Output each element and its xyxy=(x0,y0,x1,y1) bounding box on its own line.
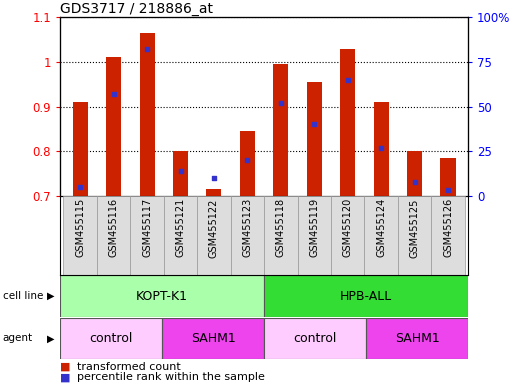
Point xyxy=(109,91,118,97)
Bar xyxy=(407,151,422,196)
Bar xyxy=(173,151,188,196)
Bar xyxy=(140,33,155,196)
Text: ■: ■ xyxy=(60,372,74,382)
Bar xyxy=(366,318,468,359)
Point xyxy=(377,144,385,151)
Bar xyxy=(197,196,231,275)
Text: HPB-ALL: HPB-ALL xyxy=(340,290,392,303)
Text: GSM455122: GSM455122 xyxy=(209,198,219,258)
Point xyxy=(277,100,285,106)
Text: GSM455121: GSM455121 xyxy=(176,198,186,257)
Point xyxy=(444,187,452,194)
Point xyxy=(344,77,352,83)
Text: ▶: ▶ xyxy=(48,333,55,343)
Bar xyxy=(274,64,288,196)
Text: GSM455117: GSM455117 xyxy=(142,198,152,257)
Text: GSM455120: GSM455120 xyxy=(343,198,353,257)
Bar xyxy=(106,58,121,196)
Text: GSM455126: GSM455126 xyxy=(443,198,453,257)
Bar xyxy=(73,102,88,196)
Text: GSM455119: GSM455119 xyxy=(309,198,319,257)
Point xyxy=(243,157,252,163)
Bar xyxy=(60,275,264,317)
Bar xyxy=(264,318,366,359)
Bar xyxy=(240,131,255,196)
Point xyxy=(411,179,419,185)
Text: control: control xyxy=(293,332,337,345)
Text: ▶: ▶ xyxy=(48,291,55,301)
Text: percentile rank within the sample: percentile rank within the sample xyxy=(77,372,265,382)
Point xyxy=(210,175,218,181)
Text: GSM455118: GSM455118 xyxy=(276,198,286,257)
Text: transformed count: transformed count xyxy=(77,362,180,372)
Text: KOPT-K1: KOPT-K1 xyxy=(136,290,188,303)
Bar xyxy=(298,196,331,275)
Point xyxy=(310,121,319,127)
Text: control: control xyxy=(89,332,133,345)
Bar xyxy=(307,82,322,196)
Bar xyxy=(164,196,197,275)
Bar xyxy=(130,196,164,275)
Bar xyxy=(264,196,298,275)
Text: GSM455115: GSM455115 xyxy=(75,198,85,257)
Bar xyxy=(162,318,264,359)
Bar xyxy=(440,158,456,196)
Bar xyxy=(60,318,162,359)
Bar xyxy=(97,196,130,275)
Bar xyxy=(365,196,398,275)
Bar xyxy=(373,102,389,196)
Point xyxy=(176,168,185,174)
Bar xyxy=(340,48,355,196)
Text: GSM455125: GSM455125 xyxy=(410,198,419,258)
Bar xyxy=(207,189,221,196)
Text: GDS3717 / 218886_at: GDS3717 / 218886_at xyxy=(60,2,213,16)
Text: SAHM1: SAHM1 xyxy=(395,332,439,345)
Text: SAHM1: SAHM1 xyxy=(191,332,235,345)
Text: GSM455123: GSM455123 xyxy=(242,198,253,257)
Bar xyxy=(398,196,431,275)
Text: agent: agent xyxy=(3,333,33,343)
Text: GSM455116: GSM455116 xyxy=(109,198,119,257)
Bar xyxy=(264,275,468,317)
Text: GSM455124: GSM455124 xyxy=(376,198,386,257)
Bar xyxy=(431,196,465,275)
Bar xyxy=(231,196,264,275)
Point xyxy=(76,184,84,190)
Text: ■: ■ xyxy=(60,362,74,372)
Text: cell line: cell line xyxy=(3,291,43,301)
Bar xyxy=(331,196,365,275)
Bar xyxy=(63,196,97,275)
Point xyxy=(143,46,151,53)
